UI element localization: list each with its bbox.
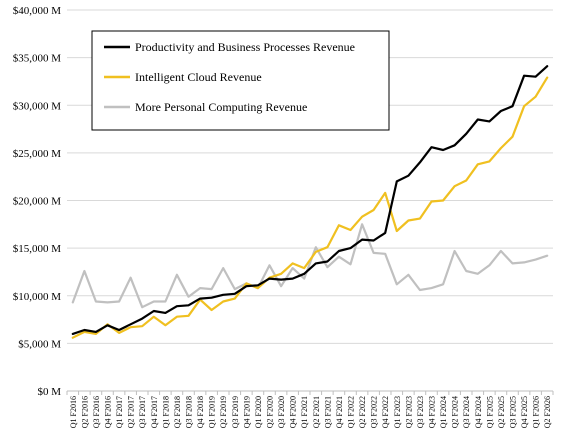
x-tick-labels: Q1 F2016 Q2 F2016 Q3 F2016 Q4 F2016 Q1 F2017… (69, 396, 552, 428)
x-tick-label: Q2 F2025 (497, 396, 506, 428)
x-tick-label: Q1 F2020 (254, 396, 263, 428)
x-tick-label: Q3 F2020 (277, 396, 286, 428)
x-tick-label: Q3 F2022 (370, 396, 379, 428)
series-line-1 (71, 76, 549, 339)
x-tick-label: Q2 F2026 (543, 396, 552, 428)
x-tick-label: Q1 F2023 (393, 396, 402, 428)
x-tick-label: Q2 F2024 (451, 396, 460, 428)
legend-box (91, 30, 390, 131)
y-tick-labels: $0 M $5,000 M $10,000 M $15,000 M $20,000 M $… (13, 5, 62, 398)
x-tick-label: Q1 F2022 (347, 396, 356, 428)
x-tick-label: Q2 F2021 (312, 396, 321, 428)
x-tick-label: Q3 F2023 (416, 396, 425, 428)
y-tick-label: $35,000 M (13, 53, 62, 65)
axes (66, 390, 554, 395)
series-line-2 (71, 223, 549, 309)
x-tick-label: Q3 F2017 (138, 396, 147, 428)
x-tick-label: Q4 F2024 (474, 396, 483, 428)
x-tick-label: Q4 F2019 (242, 396, 251, 428)
x-tick-label: Q1 F2026 (532, 396, 541, 428)
y-tick-label: $0 M (37, 386, 61, 398)
y-tick-label: $25,000 M (13, 148, 62, 160)
x-tick-label: Q3 F2021 (323, 396, 332, 428)
series-lines (71, 65, 549, 339)
legend-label: Intelligent Cloud Revenue (135, 70, 262, 84)
legend: Productivity and Business Processes Reve… (91, 30, 390, 131)
x-tick-label: Q4 F2016 (104, 396, 113, 428)
x-tick-label: Q3 F2019 (231, 396, 240, 428)
x-tick-label: Q3 F2024 (462, 396, 471, 428)
x-tick-label: Q2 F2023 (404, 396, 413, 428)
x-tick-label: Q4 F2018 (196, 396, 205, 428)
x-tick-label: Q3 F2025 (509, 396, 518, 428)
x-tick-label: Q1 F2016 (69, 396, 78, 428)
y-tick-label: $10,000 M (13, 291, 62, 303)
y-tick-label: $30,000 M (13, 100, 62, 112)
x-tick-label: Q3 F2016 (92, 396, 101, 428)
x-tick-label: Q2 F2017 (127, 396, 136, 428)
x-tick-label: Q1 F2024 (439, 396, 448, 428)
x-tick-label: Q1 F2021 (300, 396, 309, 428)
series-line-0 (71, 65, 549, 335)
x-tick-label: Q4 F2021 (335, 396, 344, 428)
x-tick-label: Q1 F2017 (115, 396, 124, 428)
legend-label: More Personal Computing Revenue (135, 100, 307, 114)
x-tick-label: Q4 F2022 (381, 396, 390, 428)
x-tick-label: Q2 F2022 (358, 396, 367, 428)
y-tick-label: $40,000 M (13, 5, 62, 17)
x-tick-label: Q3 F2018 (185, 396, 194, 428)
x-tick-label: Q4 F2017 (150, 396, 159, 428)
y-tick-label: $5,000 M (18, 338, 61, 350)
y-tick-label: $15,000 M (13, 243, 62, 255)
x-tick-label: Q1 F2019 (208, 396, 217, 428)
x-tick-label: Q4 F2023 (428, 396, 437, 428)
x-tick-label: Q1 F2025 (485, 396, 494, 428)
x-tick-label: Q2 F2016 (80, 396, 89, 428)
legend-label: Productivity and Business Processes Reve… (135, 40, 355, 54)
x-tick-label: Q2 F2020 (266, 396, 275, 428)
x-tick-label: Q4 F2025 (520, 396, 529, 428)
y-tick-label: $20,000 M (13, 196, 62, 208)
x-tick-label: Q4 F2020 (289, 396, 298, 428)
x-tick-label: Q2 F2019 (219, 396, 228, 428)
x-tick-label: Q2 F2018 (173, 396, 182, 428)
x-tick-label: Q1 F2018 (161, 396, 170, 428)
